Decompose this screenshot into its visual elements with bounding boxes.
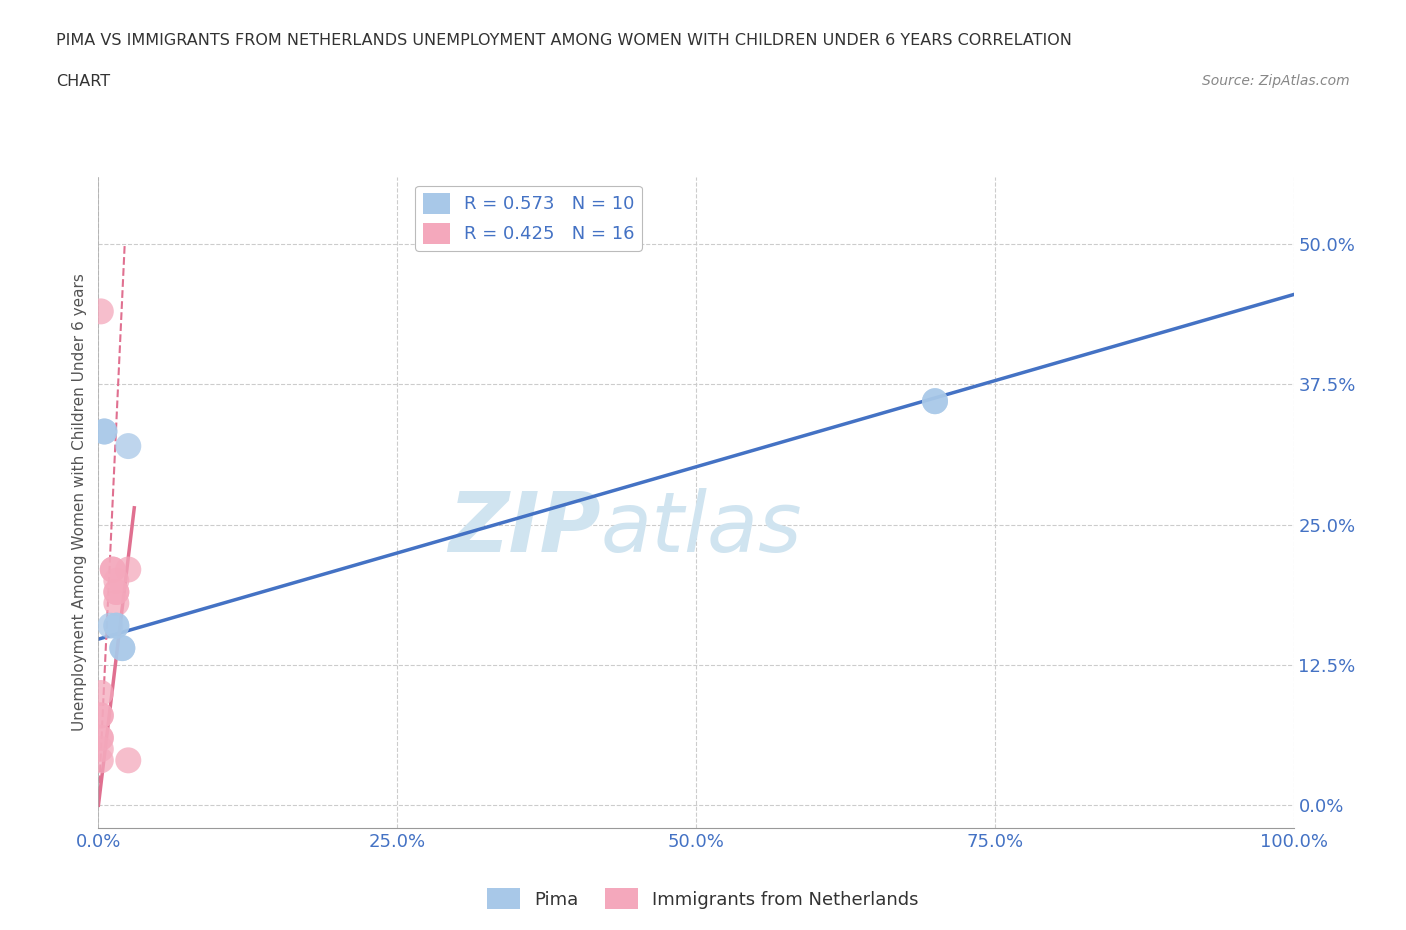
Y-axis label: Unemployment Among Women with Children Under 6 years: Unemployment Among Women with Children U… (72, 273, 87, 731)
Point (90, 708, 112, 723)
Point (105, 585, 128, 600)
Point (105, 618, 128, 633)
Legend: Pima, Immigrants from Netherlands: Pima, Immigrants from Netherlands (479, 881, 927, 916)
Point (98, 618, 122, 633)
Point (105, 573, 128, 588)
Point (924, 393, 946, 408)
Text: atlas: atlas (600, 487, 801, 569)
Point (105, 585, 128, 600)
Point (93, 424, 115, 439)
Point (90, 742, 112, 757)
Point (101, 562, 124, 577)
Point (90, 753, 112, 768)
Point (90, 685, 112, 700)
Point (90, 730, 112, 745)
Point (90, 304, 112, 319)
Text: PIMA VS IMMIGRANTS FROM NETHERLANDS UNEMPLOYMENT AMONG WOMEN WITH CHILDREN UNDER: PIMA VS IMMIGRANTS FROM NETHERLANDS UNEM… (56, 33, 1073, 47)
Point (101, 562, 124, 577)
Point (111, 641, 134, 656)
Legend: R = 0.573   N = 10, R = 0.425   N = 16: R = 0.573 N = 10, R = 0.425 N = 16 (415, 186, 643, 251)
Point (117, 439, 139, 454)
Point (105, 596, 128, 611)
Point (117, 562, 139, 577)
Point (90, 730, 112, 745)
Point (111, 641, 134, 656)
Point (117, 753, 139, 768)
Text: ZIP: ZIP (447, 487, 600, 569)
Point (93, 424, 115, 439)
Point (90, 708, 112, 723)
Text: CHART: CHART (56, 74, 110, 89)
Text: Source: ZipAtlas.com: Source: ZipAtlas.com (1202, 74, 1350, 88)
Point (105, 618, 128, 633)
Point (924, 393, 946, 408)
